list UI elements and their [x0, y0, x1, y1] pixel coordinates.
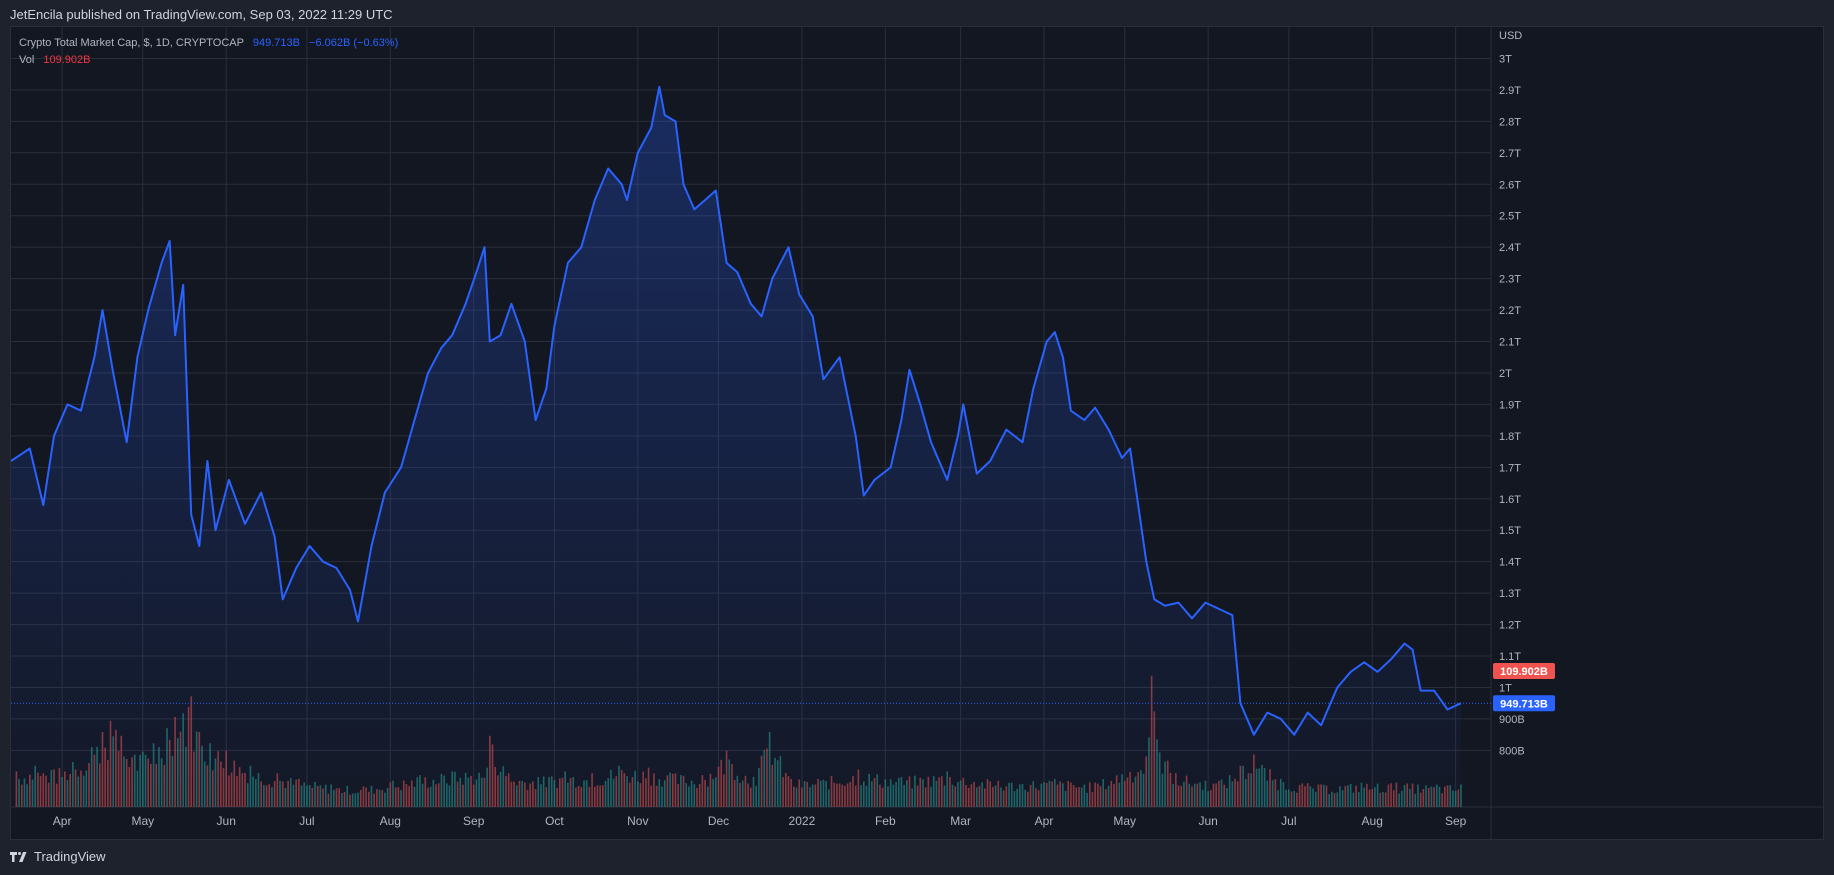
x-tick-label: May — [131, 814, 154, 828]
y-tick-label: 2.7T — [1499, 148, 1521, 160]
x-tick-label: Jun — [1198, 814, 1217, 828]
y-tick-label: 2.3T — [1499, 274, 1521, 286]
currency-label: USD — [1499, 30, 1522, 42]
publish-header: JetEncila published on TradingView.com, … — [10, 7, 393, 22]
x-tick-label: Jul — [1281, 814, 1296, 828]
tradingview-logo-icon — [10, 851, 27, 862]
price-area — [11, 86, 1461, 808]
x-tick-label: Apr — [1035, 814, 1054, 828]
y-tick-label: 1.2T — [1499, 620, 1521, 632]
x-tick-label: Oct — [545, 814, 564, 828]
y-tick-label: 1T — [1499, 682, 1512, 694]
y-tick-label: 1.4T — [1499, 557, 1521, 569]
x-tick-label: Feb — [875, 814, 896, 828]
y-tick-label: 2.8T — [1499, 116, 1521, 128]
current-price-label: 949.713B — [1500, 698, 1548, 710]
x-tick-label: Dec — [708, 814, 729, 828]
y-tick-label: 1.9T — [1499, 399, 1521, 411]
x-tick-label: Jun — [217, 814, 236, 828]
legend-price: 949.713B — [252, 37, 300, 49]
x-tick-label: Mar — [950, 814, 971, 828]
volume-value: 109.902B — [43, 54, 91, 66]
y-tick-label: 2.5T — [1499, 211, 1521, 223]
y-tick-label: 1.6T — [1499, 494, 1521, 506]
x-tick-label: Aug — [1362, 814, 1383, 828]
x-tick-label: Nov — [627, 814, 648, 828]
y-tick-label: 2T — [1499, 368, 1512, 380]
y-tick-label: 1.3T — [1499, 588, 1521, 600]
y-tick-label: 2.1T — [1499, 337, 1521, 349]
price-chart-svg[interactable]: 800B 900B 1T 1.1T 1.2T 1.3T 1.4T 1.5T 1.6T 1.7T 1.… — [11, 27, 1824, 840]
chart-pane[interactable]: 800B 900B 1T 1.1T 1.2T 1.3T 1.4T 1.5T 1.6T 1.7T 1.… — [10, 26, 1824, 840]
volume-label[interactable]: Vol — [19, 54, 35, 66]
y-tick-label: 800B — [1499, 745, 1525, 757]
x-tick-label: 2022 — [789, 814, 816, 828]
x-tick-label: Jul — [299, 814, 314, 828]
y-tick-label: 2.6T — [1499, 179, 1521, 191]
x-tick-label: Sep — [463, 814, 485, 828]
y-tick-label: 1.1T — [1499, 651, 1521, 663]
x-tick-label: Sep — [1445, 814, 1467, 828]
y-tick-label: 900B — [1499, 714, 1525, 726]
y-tick-label: 1.5T — [1499, 525, 1521, 537]
footer-brand: TradingView — [10, 849, 106, 864]
x-tick-label: Aug — [380, 814, 401, 828]
legend-change: −6.062B (−0.63%) — [309, 37, 399, 49]
y-tick-label: 3T — [1499, 53, 1512, 65]
price-line[interactable] — [11, 85, 1462, 736]
y-tick-label: 1.8T — [1499, 431, 1521, 443]
y-tick-label: 2.4T — [1499, 242, 1521, 254]
current-volume-badge — [1493, 663, 1555, 679]
footer-brand-label[interactable]: TradingView — [34, 849, 106, 864]
current-volume-label: 109.902B — [1500, 666, 1548, 678]
x-tick-label: May — [1113, 814, 1136, 828]
publish-info: JetEncila published on TradingView.com, … — [10, 7, 393, 22]
y-tick-label: 1.7T — [1499, 462, 1521, 474]
y-tick-label: 2.2T — [1499, 305, 1521, 317]
x-tick-label: Apr — [53, 814, 72, 828]
chart-legend: Crypto Total Market Cap, $, 1D, CRYPTOCA… — [19, 35, 398, 69]
current-price-badge — [1493, 695, 1555, 712]
symbol-label[interactable]: Crypto Total Market Cap, $, 1D, CRYPTOCA… — [19, 37, 244, 49]
y-tick-label: 2.9T — [1499, 85, 1521, 97]
